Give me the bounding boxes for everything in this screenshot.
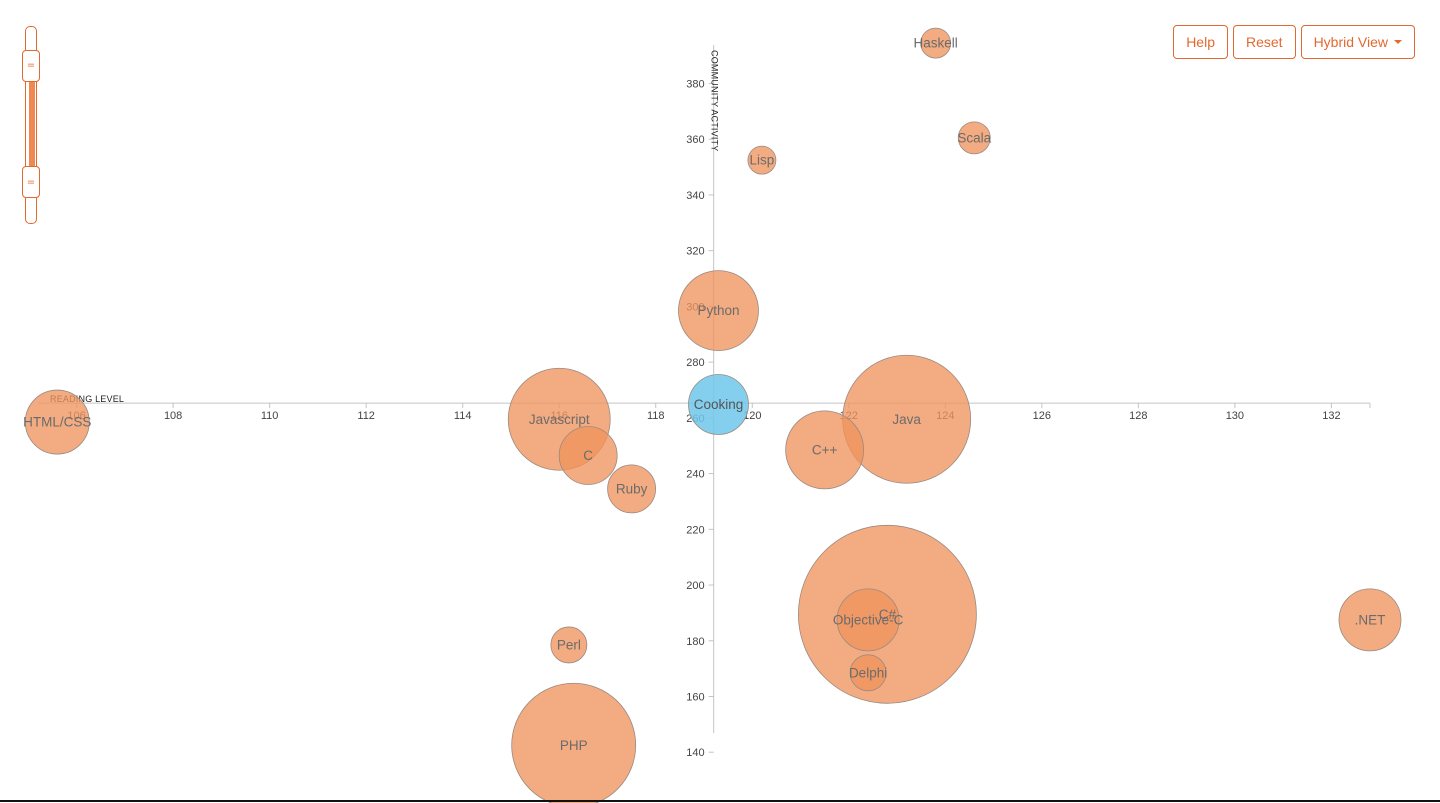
bubble-label: HTML/CSS	[23, 415, 91, 430]
y-tick-label: 340	[686, 190, 704, 202]
reset-button[interactable]: Reset	[1232, 25, 1296, 59]
bubble-c[interactable]	[558, 426, 618, 485]
bubble-label: PHP	[560, 738, 588, 753]
bubble-python[interactable]	[678, 270, 759, 351]
bubble-label: .NET	[1355, 612, 1386, 627]
x-axis-title: READING LEVEL	[50, 394, 124, 404]
bubble-label: C	[583, 448, 593, 463]
slider-handle-high[interactable]: =	[22, 166, 40, 199]
view-mode-dropdown[interactable]: Hybrid View	[1300, 25, 1415, 59]
y-axis-title: COMMUNITY ACTIVITY	[710, 50, 720, 151]
y-tick-label: 360	[686, 134, 704, 146]
bubble-label: Python	[697, 303, 739, 318]
y-tick-label: 380	[686, 79, 704, 91]
caret-down-icon	[1394, 40, 1402, 44]
y-tick-label: 320	[686, 246, 704, 258]
y-tick-label: 240	[686, 469, 704, 481]
bubble-label: Scala	[957, 130, 991, 145]
bubble-labels: C# Java PHP Javascript Python C++ HTML/CSS .NET…	[23, 36, 1385, 753]
bubble-haskell[interactable]	[920, 27, 952, 59]
bubble-label: Haskell	[914, 36, 958, 51]
bubble-cooking[interactable]	[688, 374, 749, 435]
x-tick-label: 128	[1129, 410, 1147, 422]
x-tick-label: 112	[357, 410, 375, 422]
bubble--net[interactable]	[1338, 588, 1402, 652]
bottom-divider	[0, 800, 1440, 802]
y-tick-label: 200	[686, 580, 704, 592]
bubble-php[interactable]	[511, 682, 637, 803]
bubbles	[24, 27, 1402, 803]
bubble-label: Perl	[557, 638, 581, 653]
bubble-objective-c[interactable]	[836, 588, 900, 652]
x-tick-label: 110	[261, 410, 279, 422]
bubble-label: C++	[812, 442, 838, 457]
slider-range-fill	[29, 66, 35, 184]
bubble-label: Objective-C	[833, 612, 904, 627]
x-tick-label: 118	[647, 410, 665, 422]
bubble-label: Delphi	[849, 665, 887, 680]
x-tick-label: 132	[1322, 410, 1340, 422]
bubble-label: Lisp	[750, 153, 775, 168]
slider-handle-low[interactable]: =	[22, 49, 40, 82]
toolbar: Help Reset Hybrid View	[1173, 25, 1415, 59]
bubble-delphi[interactable]	[849, 654, 887, 692]
y-tick-label: 160	[686, 691, 704, 703]
x-tick-label: 120	[743, 410, 761, 422]
bubble-scala[interactable]	[957, 121, 991, 155]
y-tick-label: 140	[686, 747, 704, 759]
y-tick-label: 180	[686, 636, 704, 648]
bubble-html-css[interactable]	[24, 389, 90, 455]
help-button[interactable]: Help	[1173, 25, 1228, 59]
view-mode-label: Hybrid View	[1313, 34, 1388, 50]
x-tick-label: 108	[164, 410, 182, 422]
x-tick-label: 126	[1033, 410, 1051, 422]
reset-button-label: Reset	[1245, 34, 1283, 50]
bubble-label: Cooking	[694, 397, 744, 412]
bubble-ruby[interactable]	[607, 464, 657, 514]
y-tick-label: 220	[686, 524, 704, 536]
bubble-label: Java	[892, 412, 921, 427]
bubble-label: Javascript	[529, 412, 590, 427]
bubble-label: C#	[879, 607, 897, 622]
bubble-label: Ruby	[616, 481, 648, 496]
bubble-perl[interactable]	[550, 626, 588, 664]
bubble-c-[interactable]	[785, 410, 865, 490]
range-slider[interactable]: = =	[22, 26, 40, 224]
x-tick-label: 114	[454, 410, 472, 422]
x-tick-label: 130	[1226, 410, 1244, 422]
bubble-lisp[interactable]	[747, 145, 777, 175]
help-button-label: Help	[1186, 34, 1215, 50]
y-tick-label: 280	[686, 357, 704, 369]
